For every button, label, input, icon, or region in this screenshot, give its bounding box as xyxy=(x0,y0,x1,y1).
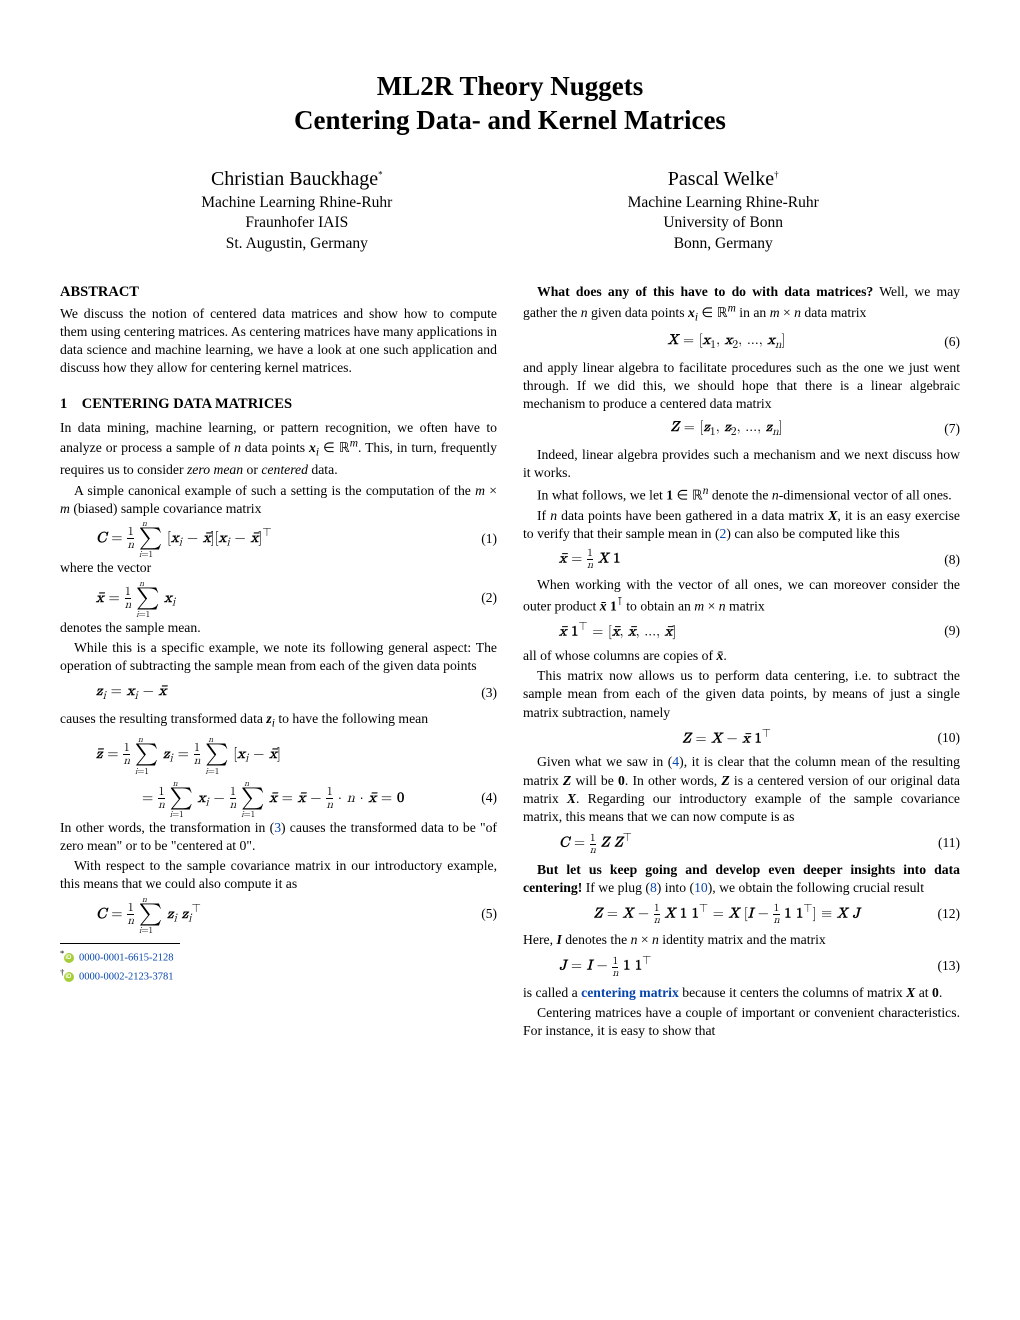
author-1-affil-2: Fraunhofer IAIS xyxy=(245,214,348,231)
footnotes: * 0000-0001-6615-2128 † 0000-0002-2123-3… xyxy=(60,943,180,985)
author-2: Pascal Welke† Machine Learning Rhine-Ruh… xyxy=(526,166,920,256)
sec1-p4: denotes the sample mean. xyxy=(60,619,497,637)
r-p7: all of whose columns are copies of x̄. xyxy=(523,647,960,665)
sec1-p8: With respect to the sample covariance ma… xyxy=(60,857,497,893)
r-p9: Given what we saw in (4), it is clear th… xyxy=(523,753,960,826)
r-p2: and apply linear algebra to facilitate p… xyxy=(523,359,960,414)
title-line-1: ML2R Theory Nuggets xyxy=(60,70,960,104)
sec1-p1: In data mining, machine learning, or pat… xyxy=(60,419,497,480)
r-p12: is called a centering matrix because it … xyxy=(523,984,960,1002)
equation-1: C = 1n ∑ni=1 [xi − x̄][xi − x̄]⊺ (1) xyxy=(96,524,497,553)
equation-6: X = [x1, x2, …, xn] (6) xyxy=(523,331,960,354)
authors-row: Christian Bauckhage* Machine Learning Rh… xyxy=(100,166,920,256)
title-block: ML2R Theory Nuggets Centering Data- and … xyxy=(60,70,960,138)
orcid-icon xyxy=(64,953,74,963)
r-p4: In what follows, we let 1 ∈ ℝn denote th… xyxy=(523,484,960,505)
r-p11: Here, I denotes the n × n identity matri… xyxy=(523,931,960,949)
eqref-3[interactable]: 3 xyxy=(274,820,281,835)
equation-13: J = I − 1n 1 1⊺ (13) xyxy=(559,954,960,978)
sec1-p3: where the vector xyxy=(60,559,497,577)
eqref-8[interactable]: 8 xyxy=(650,880,657,895)
equation-11: C = 1n Z Z⊺ (11) xyxy=(559,831,960,855)
equation-2: x̄ = 1n ∑ni=1 xi (2) xyxy=(96,584,497,613)
eqnum-12: (12) xyxy=(930,905,960,923)
two-column-body: ABSTRACT We discuss the notion of center… xyxy=(60,283,960,1042)
eqnum-4: (4) xyxy=(467,789,497,813)
orcid-link-1[interactable]: 0000-0001-6615-2128 xyxy=(79,952,174,963)
author-2-name: Pascal Welke† xyxy=(668,168,779,190)
abstract-text: We discuss the notion of centered data m… xyxy=(60,305,497,378)
right-column: What does any of this have to do with da… xyxy=(523,283,960,1042)
equation-8: x̄ = 1n X 1 (8) xyxy=(559,548,960,571)
equation-4: z̄ = 1n ∑ni=1 zi = 1n ∑ni=1 [xi − x̄] = … xyxy=(96,740,497,813)
r-p3: Indeed, linear algebra provides such a m… xyxy=(523,446,960,482)
author-2-affil-3: Bonn, Germany xyxy=(674,235,773,252)
sec1-p5: While this is a specific example, we not… xyxy=(60,639,497,675)
eqref-10[interactable]: 10 xyxy=(694,880,708,895)
author-1-affil-3: St. Augustin, Germany xyxy=(226,235,368,252)
eqnum-11: (11) xyxy=(930,834,960,852)
author-2-affil-2: University of Bonn xyxy=(663,214,783,231)
equation-7: Z = [z1, z2, …, zn] (7) xyxy=(523,418,960,441)
equation-3: zi = xi − x̄ (3) xyxy=(96,681,497,704)
centering-matrix-link[interactable]: centering matrix xyxy=(581,985,679,1000)
eqnum-10: (10) xyxy=(930,729,960,747)
eqnum-3: (3) xyxy=(467,684,497,702)
author-1: Christian Bauckhage* Machine Learning Rh… xyxy=(100,166,494,256)
footnote-1: * 0000-0001-6615-2128 xyxy=(60,947,180,966)
author-1-affil-1: Machine Learning Rhine-Ruhr xyxy=(201,194,392,211)
section-1-heading: 1 CENTERING DATA MATRICES xyxy=(60,395,497,414)
r-p8: This matrix now allows us to perform dat… xyxy=(523,667,960,722)
equation-12: Z = X − 1n X 1 1⊺ = X [I − 1n 1 1⊺] ≡ X … xyxy=(523,902,960,926)
r-p5: If n data points have been gathered in a… xyxy=(523,507,960,543)
eqnum-5: (5) xyxy=(467,905,497,923)
eqnum-7: (7) xyxy=(930,420,960,438)
sec1-p7: In other words, the transformation in (3… xyxy=(60,819,497,855)
footnote-2: † 0000-0002-2123-3781 xyxy=(60,966,180,985)
eqnum-8: (8) xyxy=(930,551,960,569)
author-2-affil-1: Machine Learning Rhine-Ruhr xyxy=(628,194,819,211)
eqref-2[interactable]: 2 xyxy=(720,526,727,541)
r-p1: What does any of this have to do with da… xyxy=(523,283,960,326)
r-p13: Centering matrices have a couple of impo… xyxy=(523,1004,960,1040)
left-column: ABSTRACT We discuss the notion of center… xyxy=(60,283,497,1042)
sec1-p2: A simple canonical example of such a set… xyxy=(60,482,497,518)
r-p10: But let us keep going and develop even d… xyxy=(523,861,960,897)
eqnum-13: (13) xyxy=(930,957,960,975)
eqnum-1: (1) xyxy=(467,530,497,548)
orcid-icon xyxy=(64,972,74,982)
equation-9: x̄ 1⊺ = [x̄, x̄, …, x̄] (9) xyxy=(559,620,960,642)
r-p6: When working with the vector of all ones… xyxy=(523,576,960,615)
eqref-4[interactable]: 4 xyxy=(672,754,679,769)
equation-10: Z = X − x̄ 1⊺ (10) xyxy=(523,727,960,749)
title-line-2: Centering Data- and Kernel Matrices xyxy=(60,104,960,138)
author-1-name: Christian Bauckhage* xyxy=(211,168,383,190)
sec1-p6: causes the resulting transformed data zi… xyxy=(60,710,497,732)
abstract-heading: ABSTRACT xyxy=(60,283,497,302)
paper-page: ML2R Theory Nuggets Centering Data- and … xyxy=(0,0,1020,1320)
orcid-link-2[interactable]: 0000-0002-2123-3781 xyxy=(79,972,174,983)
equation-5: C = 1n ∑ni=1 zi zi⊺ (5) xyxy=(96,900,497,929)
eqnum-2: (2) xyxy=(467,589,497,607)
eqnum-6: (6) xyxy=(930,333,960,351)
eqnum-9: (9) xyxy=(930,622,960,640)
